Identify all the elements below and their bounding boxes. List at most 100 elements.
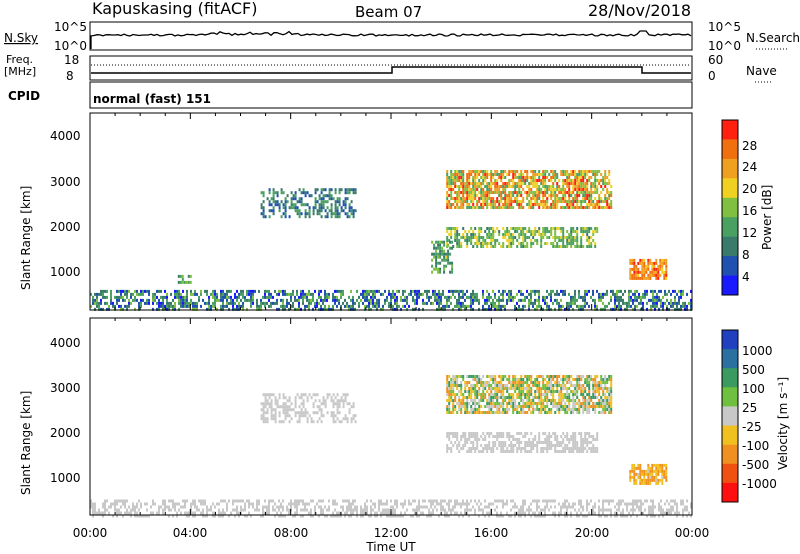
heatmap-cell xyxy=(114,502,116,506)
heatmap-cell xyxy=(540,239,543,242)
heatmap-cell xyxy=(588,200,591,203)
heatmap-cell xyxy=(504,289,506,293)
heatmap-cell xyxy=(290,502,292,506)
heatmap-cell xyxy=(582,191,585,194)
heatmap-cell xyxy=(328,393,331,397)
heatmap-cell xyxy=(332,414,335,418)
heatmap-cell xyxy=(266,393,269,397)
heatmap-cell xyxy=(546,203,549,206)
heatmap-cell xyxy=(588,411,591,414)
heatmap-cell xyxy=(466,396,469,399)
heatmap-cell xyxy=(314,393,317,397)
heatmap-cell xyxy=(96,295,98,299)
heatmap-cell xyxy=(330,212,333,216)
heatmap-cell xyxy=(454,197,457,200)
heatmap-cell xyxy=(322,301,324,305)
heatmap-cell xyxy=(480,194,483,197)
heatmap-cell xyxy=(482,399,485,402)
heatmap-cell xyxy=(224,304,226,308)
heatmap-cell xyxy=(544,499,546,503)
heatmap-cell xyxy=(588,381,591,384)
heatmap-cell xyxy=(578,450,581,453)
heatmap-cell xyxy=(372,292,374,296)
heatmap-cell xyxy=(592,170,595,173)
heatmap-cell xyxy=(204,289,206,293)
heatmap-cell xyxy=(582,176,585,179)
heatmap-cell xyxy=(264,295,266,299)
heatmap-cell xyxy=(324,402,327,406)
heatmap-cell xyxy=(322,200,325,204)
heatmap-cell xyxy=(152,307,154,311)
heatmap-cell xyxy=(506,206,509,209)
heatmap-cell xyxy=(456,197,459,200)
heatmap-cell xyxy=(494,191,497,194)
heatmap-cell xyxy=(518,508,520,512)
heatmap-cell xyxy=(663,270,666,274)
heatmap-cell xyxy=(663,276,666,280)
heatmap-cell xyxy=(410,289,412,293)
heatmap-cell xyxy=(644,499,646,503)
heatmap-cell xyxy=(500,185,503,188)
heatmap-cell xyxy=(542,236,545,239)
heatmap-cell xyxy=(538,402,541,405)
heatmap-cell xyxy=(436,292,438,296)
heatmap-cell xyxy=(502,304,504,308)
heatmap-cell xyxy=(594,203,597,206)
heatmap-cell xyxy=(450,194,453,197)
heatmap-cell xyxy=(298,209,301,213)
heatmap-cell xyxy=(536,499,538,503)
heatmap-cell xyxy=(604,396,607,399)
heatmap-cell xyxy=(350,505,352,509)
heatmap-cell xyxy=(492,447,495,450)
heatmap-cell xyxy=(546,384,549,387)
heatmap-cell xyxy=(356,508,358,512)
heatmap-cell xyxy=(568,176,571,179)
heatmap-cell xyxy=(562,450,565,453)
heatmap-cell xyxy=(264,289,266,293)
heatmap-cell xyxy=(186,514,188,518)
heatmap-cell xyxy=(468,176,471,179)
heatmap-cell xyxy=(234,508,236,512)
heatmap-cell xyxy=(431,270,434,274)
heatmap-cell xyxy=(446,408,449,411)
heatmap-cell xyxy=(542,170,545,173)
heatmap-cell xyxy=(228,499,230,503)
heatmap-cell xyxy=(196,301,198,305)
heatmap-cell xyxy=(444,499,446,503)
heatmap-cell xyxy=(98,511,100,515)
heatmap-cell xyxy=(568,408,571,411)
heatmap-cell xyxy=(516,170,519,173)
heatmap-cell xyxy=(124,292,126,296)
heatmap-cell xyxy=(558,405,561,408)
heatmap-cell xyxy=(638,499,640,503)
heatmap-cell xyxy=(476,298,478,302)
heatmap-cell xyxy=(450,450,453,453)
heatmap-cell xyxy=(606,203,609,206)
heatmap-cell xyxy=(260,203,263,207)
heatmap-cell xyxy=(458,444,461,447)
heatmap-cell xyxy=(530,378,533,381)
heatmap-cell xyxy=(560,378,563,381)
heatmap-cell xyxy=(174,289,176,293)
heatmap-cell xyxy=(332,307,334,311)
heatmap-cell xyxy=(192,514,194,518)
heatmap-cell xyxy=(552,173,555,176)
heatmap-cell xyxy=(580,402,583,405)
heatmap-cell xyxy=(610,514,612,518)
heatmap-cell xyxy=(360,514,362,518)
freq-line xyxy=(91,66,691,74)
heatmap-cell xyxy=(306,212,309,216)
heatmap-cell xyxy=(433,243,436,247)
heatmap-cell xyxy=(542,227,545,230)
heatmap-cell xyxy=(102,505,104,509)
heatmap-cell xyxy=(558,197,561,200)
heatmap-cell xyxy=(488,203,491,206)
heatmap-cell xyxy=(648,511,650,515)
heatmap-cell xyxy=(476,206,479,209)
heatmap-cell xyxy=(564,450,567,453)
heatmap-cell xyxy=(520,206,523,209)
heatmap-cell xyxy=(653,267,656,271)
heatmap-cell xyxy=(396,301,398,305)
heatmap-cell xyxy=(546,447,549,450)
heatmap-cell xyxy=(574,502,576,506)
